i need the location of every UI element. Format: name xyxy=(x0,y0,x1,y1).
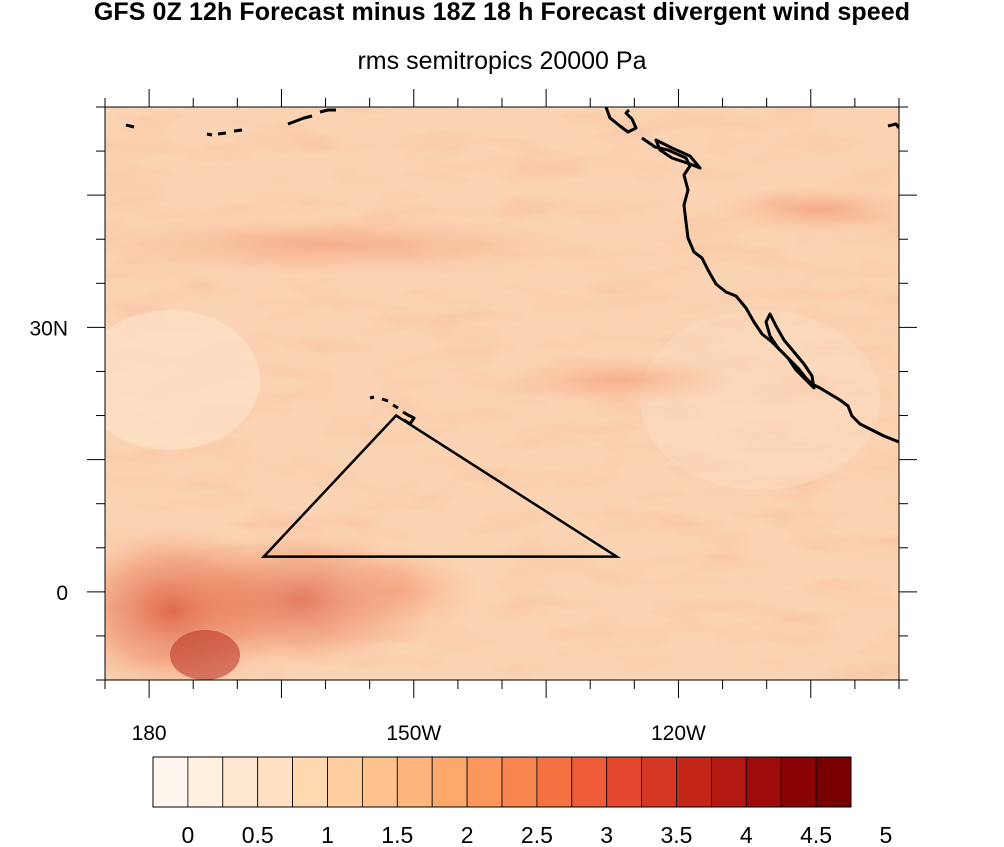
colorbar-label: 3.5 xyxy=(661,822,693,847)
colorbar-label: 4 xyxy=(740,822,753,847)
queen-charlotte-island xyxy=(887,122,899,129)
colorbar-swatch xyxy=(466,756,503,808)
lat-tick-label: 0 xyxy=(56,582,68,605)
colorbar-swatch xyxy=(676,756,712,808)
vancouver-island-outline xyxy=(654,138,702,170)
colorbar-label: 1.5 xyxy=(381,822,413,847)
colorbar-swatch xyxy=(152,756,189,808)
region-triangle xyxy=(260,413,621,558)
colorbar-swatch xyxy=(361,756,398,808)
map-subtitle: rms semitropics 20000 Pa xyxy=(357,47,647,75)
colorbar-swatch xyxy=(501,756,538,808)
coastlines xyxy=(125,107,899,444)
colorbar-swatch xyxy=(711,756,747,808)
colorbar-label: 4.5 xyxy=(800,822,832,847)
field-warm-band xyxy=(500,355,740,405)
colorbar-label: 2 xyxy=(461,822,474,847)
colorbar-frame xyxy=(152,756,852,808)
field-pale-area xyxy=(105,310,260,450)
map-title: GFS 0Z 12h Forecast minus 18Z 18 h Forec… xyxy=(93,0,911,26)
field-warm-band xyxy=(105,215,590,275)
aleutian-island xyxy=(125,123,135,129)
colorbar-swatch xyxy=(536,756,573,808)
field-warm-band xyxy=(710,185,899,235)
gulf-of-california-outline xyxy=(764,312,816,390)
colorbar-swatch xyxy=(780,756,817,808)
colorbar-label: 2.5 xyxy=(521,822,553,847)
colorbar-swatch xyxy=(222,756,259,808)
map-axes: 180 150W 120W 0 30N xyxy=(29,89,917,745)
aleutian-island xyxy=(206,128,243,137)
colorbar-swatch xyxy=(745,756,782,808)
aleutian-island xyxy=(287,108,336,126)
colorbar-label: 1 xyxy=(321,822,334,847)
hawaii-islands xyxy=(369,395,416,426)
plot-field xyxy=(105,107,899,680)
colorbar-swatch xyxy=(815,756,852,808)
field-pale-area xyxy=(640,310,880,490)
colorbar-label: 3 xyxy=(600,822,613,847)
colorbar-swatch xyxy=(606,756,643,808)
field-hot-spot xyxy=(320,550,480,630)
colorbar-swatch xyxy=(327,756,363,808)
colorbar-swatch xyxy=(641,756,677,808)
colorbar-swatch xyxy=(571,756,608,808)
field-hot-spot xyxy=(170,630,240,680)
colorbar-swatch xyxy=(257,756,294,808)
north-america-coastline xyxy=(604,107,899,444)
colorbar: 0 0.5 1 1.5 2 2.5 3 3.5 4 4.5 5 xyxy=(152,756,893,847)
lon-tick-label: 120W xyxy=(651,722,706,745)
lat-tick-label: 30N xyxy=(29,317,68,340)
colorbar-swatch xyxy=(396,756,433,808)
lon-tick-label: 150W xyxy=(386,722,441,745)
colorbar-swatch xyxy=(431,756,468,808)
colorbar-label: 5 xyxy=(880,822,893,847)
colorbar-label: 0.5 xyxy=(242,822,274,847)
colorbar-swatch xyxy=(187,756,224,808)
colorbar-swatch xyxy=(292,756,328,808)
lon-tick-label: 180 xyxy=(132,722,167,745)
colorbar-label: 0 xyxy=(182,822,195,847)
